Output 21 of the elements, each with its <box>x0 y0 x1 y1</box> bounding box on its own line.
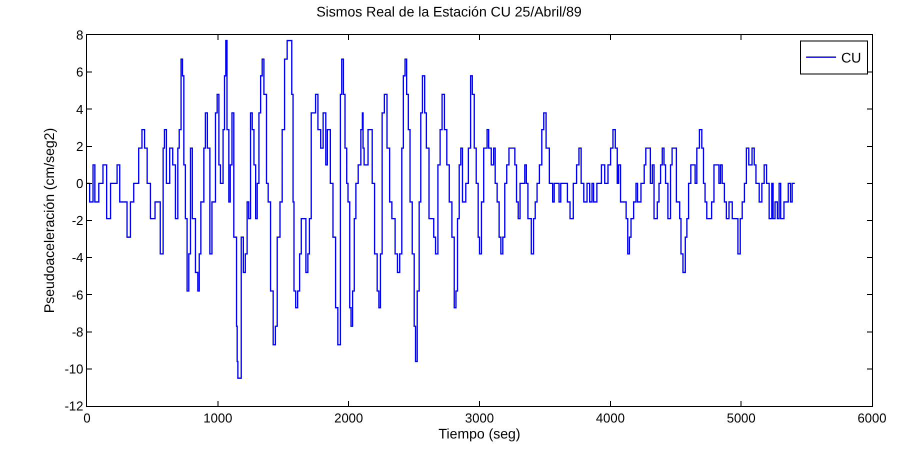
y-tick-label: -6 <box>72 287 84 302</box>
x-tick-label: 5000 <box>726 410 756 426</box>
y-tick-label: 4 <box>76 102 84 117</box>
y-tick-label: -2 <box>72 213 84 228</box>
chart-title: Sismos Real de la Estación CU 25/Abril/89 <box>316 4 582 20</box>
y-tick-label: 2 <box>76 138 84 154</box>
y-tick-label: -10 <box>64 361 84 376</box>
y-tick-label: -4 <box>72 250 84 266</box>
y-tick-label: -12 <box>64 398 84 414</box>
y-tick-label: 0 <box>76 176 84 191</box>
x-tick-label: 6000 <box>858 410 886 426</box>
y-tick-label: 6 <box>76 64 84 80</box>
y-axis-title: Pseudoaceleración (cm/seg2) <box>41 128 58 314</box>
x-tick-label: 4000 <box>596 410 625 426</box>
x-tick-label: 2000 <box>334 410 364 426</box>
y-tick-label: -8 <box>72 324 84 340</box>
x-axis-title: Tiempo (seg) <box>438 426 520 442</box>
x-tick-label: 3000 <box>465 410 494 426</box>
legend-label: CU <box>841 50 862 66</box>
y-tick-label: 8 <box>76 28 84 43</box>
x-tick-label: 1000 <box>203 410 232 426</box>
